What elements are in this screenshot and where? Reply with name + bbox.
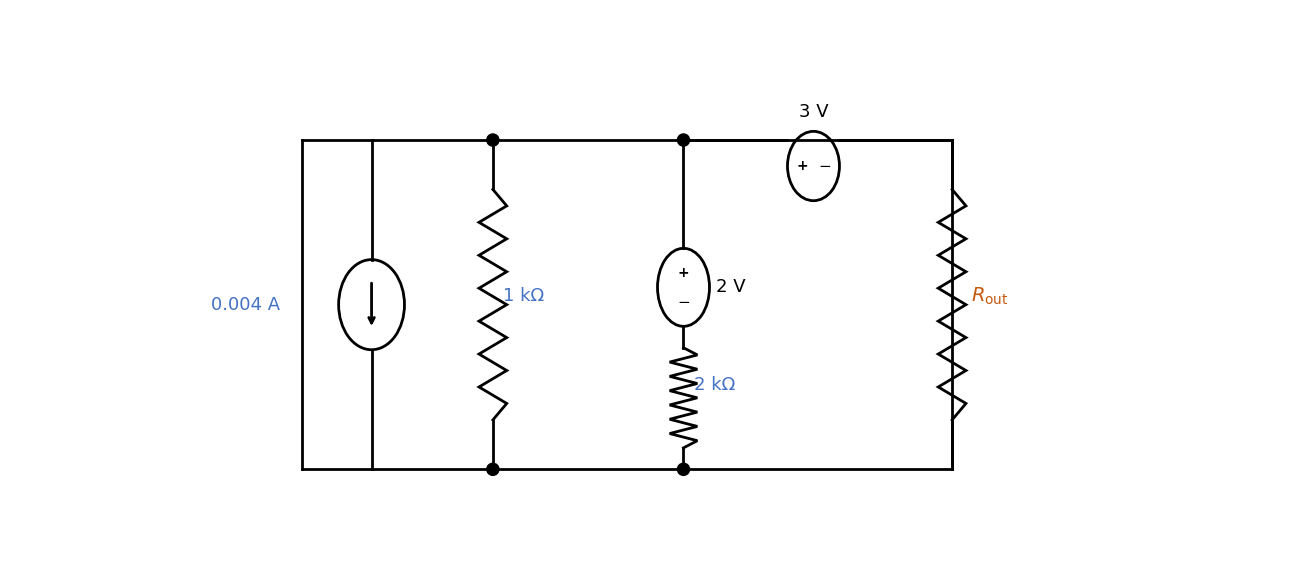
Text: 3 V: 3 V	[799, 104, 829, 121]
Text: +: +	[678, 265, 690, 280]
Text: +: +	[797, 159, 808, 173]
Text: 2 kΩ: 2 kΩ	[693, 376, 735, 394]
Text: $R_\mathrm{out}$: $R_\mathrm{out}$	[971, 285, 1009, 307]
Circle shape	[487, 134, 499, 146]
Text: 1 kΩ: 1 kΩ	[503, 287, 544, 305]
Circle shape	[678, 463, 690, 475]
Text: 0.004 A: 0.004 A	[211, 295, 281, 314]
Text: 2 V: 2 V	[717, 278, 746, 297]
Circle shape	[678, 134, 690, 146]
Text: −: −	[677, 294, 690, 310]
Circle shape	[487, 463, 499, 475]
Text: −: −	[819, 158, 831, 174]
